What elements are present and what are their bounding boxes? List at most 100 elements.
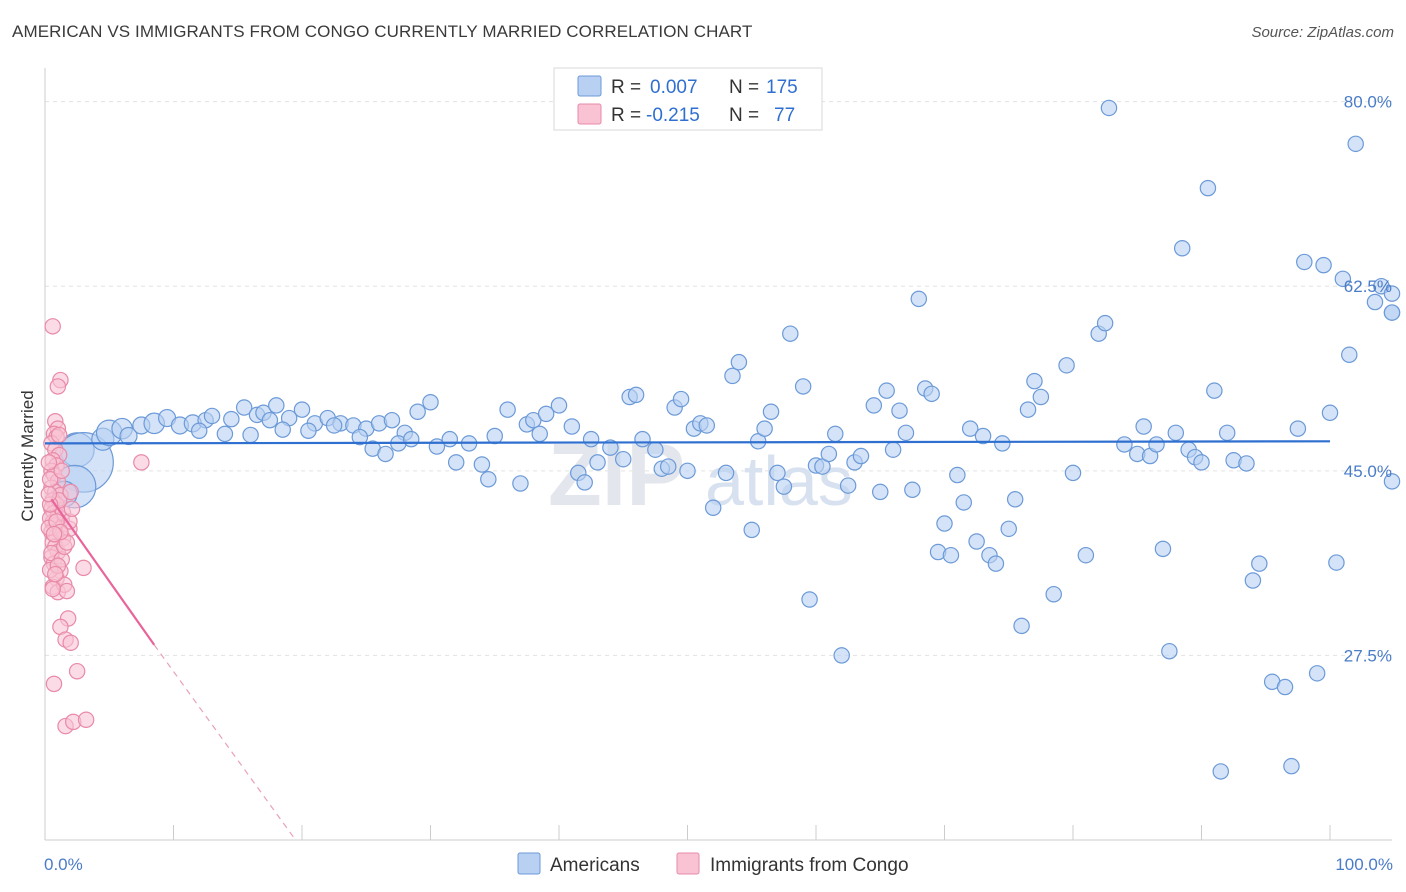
americans-point-136	[1148, 436, 1165, 453]
americans-point-7	[119, 426, 138, 446]
americans-point-39	[351, 428, 369, 446]
americans-point-76	[698, 417, 716, 434]
americans-point-118	[994, 435, 1011, 452]
congo-point-69	[63, 500, 81, 518]
congo-trend-line	[50, 498, 156, 646]
americans-point-89	[801, 591, 818, 608]
americans-point-101	[884, 441, 902, 458]
y-tick-label-0: 80.0%	[1344, 93, 1392, 112]
americans-point-72	[672, 390, 690, 408]
americans-point-111	[949, 466, 966, 484]
americans-point-80	[730, 353, 748, 371]
americans-point-149	[1244, 572, 1262, 589]
congo-point-59	[40, 485, 58, 503]
americans-point-124	[1032, 388, 1050, 406]
americans-point-103	[897, 424, 915, 442]
americans-point-143	[1193, 454, 1210, 471]
americans-point-83	[756, 420, 773, 437]
congo-point-64	[44, 580, 61, 598]
americans-point-125	[1045, 585, 1062, 603]
americans-point-122	[1019, 401, 1037, 418]
congo-point-50	[75, 559, 92, 577]
legend: R = 0.007 N = 175 R = -0.215 N = 77	[553, 67, 823, 131]
americans-point-107	[923, 385, 940, 403]
americans-point-161	[1347, 135, 1364, 153]
americans-point-67	[634, 430, 651, 448]
americans-point-34	[242, 426, 259, 444]
americans-point-78	[717, 464, 735, 482]
americans-point-35	[261, 411, 279, 429]
americans-point-115	[974, 427, 992, 445]
x-tick-label-0: 0.0%	[44, 855, 83, 874]
americans-point-38	[325, 417, 343, 434]
axes	[44, 68, 1392, 841]
legend-n-label-2: N =	[729, 105, 759, 126]
y-tick-label-2: 45.0%	[1344, 462, 1392, 481]
americans-point-128	[1077, 546, 1095, 564]
americans-point-97	[852, 447, 870, 465]
americans-point-88	[794, 378, 812, 395]
americans-point-123	[1026, 372, 1043, 390]
americans-point-81	[743, 521, 760, 539]
americans-point-51	[499, 401, 516, 418]
americans-point-138	[1161, 642, 1178, 660]
americans-point-43	[402, 430, 420, 448]
americans-point-159	[1334, 270, 1352, 288]
americans-point-33	[216, 425, 234, 443]
legend-swatch-congo	[577, 103, 602, 125]
americans-point-117	[987, 555, 1005, 572]
americans-point-114	[968, 533, 985, 550]
congo-point-55	[62, 483, 79, 501]
americans-point-31	[422, 394, 439, 411]
americans-point-84	[762, 403, 780, 421]
x-tick-labels: 0.0% 100.0%	[44, 855, 1393, 874]
americans-point-137	[1154, 540, 1172, 558]
americans-point-155	[1308, 665, 1326, 682]
americans-point-56	[537, 405, 555, 423]
congo-point-70	[53, 462, 70, 480]
americans-point-120	[1006, 491, 1024, 508]
americans-point-48	[473, 456, 491, 473]
americans-point-62	[589, 454, 606, 471]
y-axis-label: Currently Married	[18, 390, 37, 521]
americans-point-19	[268, 397, 285, 414]
congo-point-2	[49, 378, 67, 395]
americans-point-61	[582, 430, 600, 448]
congo-point-71	[50, 426, 68, 444]
congo-point-49	[77, 711, 95, 729]
americans-point-153	[1289, 420, 1307, 437]
y-tick-label-1: 62.5%	[1344, 277, 1392, 296]
congo-point-45	[68, 662, 86, 680]
americans-point-14	[203, 407, 221, 425]
grid-lines	[45, 101, 1392, 656]
source-label: Source: ZipAtlas.com	[1251, 24, 1394, 41]
congo-point-40	[58, 582, 76, 600]
americans-point-49	[480, 471, 497, 488]
congo-point-44	[62, 634, 79, 652]
americans-point-121	[1013, 617, 1030, 635]
americans-point-130	[1096, 314, 1114, 332]
americans-point-63	[602, 439, 619, 456]
americans-point-150	[1251, 555, 1268, 572]
americans-point-15	[223, 410, 240, 428]
americans-point-94	[833, 647, 850, 664]
americans-point-55	[531, 425, 548, 443]
americans-point-145	[1206, 382, 1223, 399]
americans-point-21	[293, 401, 311, 418]
americans-point-77	[704, 499, 722, 516]
y-tick-label-3: 27.5%	[1344, 646, 1392, 665]
americans-point-113	[961, 420, 979, 437]
americans-point-109	[936, 515, 953, 532]
americans-point-144	[1199, 179, 1217, 197]
congo-point-51	[133, 454, 150, 471]
americans-point-148	[1238, 455, 1255, 472]
americans-point-98	[865, 397, 883, 414]
bottom-legend-congo: Immigrants from Congo	[710, 855, 909, 876]
americans-point-70	[659, 458, 677, 475]
bottom-legend-americans: Americans	[550, 855, 640, 876]
americans-trend-line	[44, 440, 1331, 445]
americans-point-58	[563, 418, 581, 435]
americans-point-156	[1315, 256, 1332, 274]
americans-point-16	[235, 399, 253, 416]
